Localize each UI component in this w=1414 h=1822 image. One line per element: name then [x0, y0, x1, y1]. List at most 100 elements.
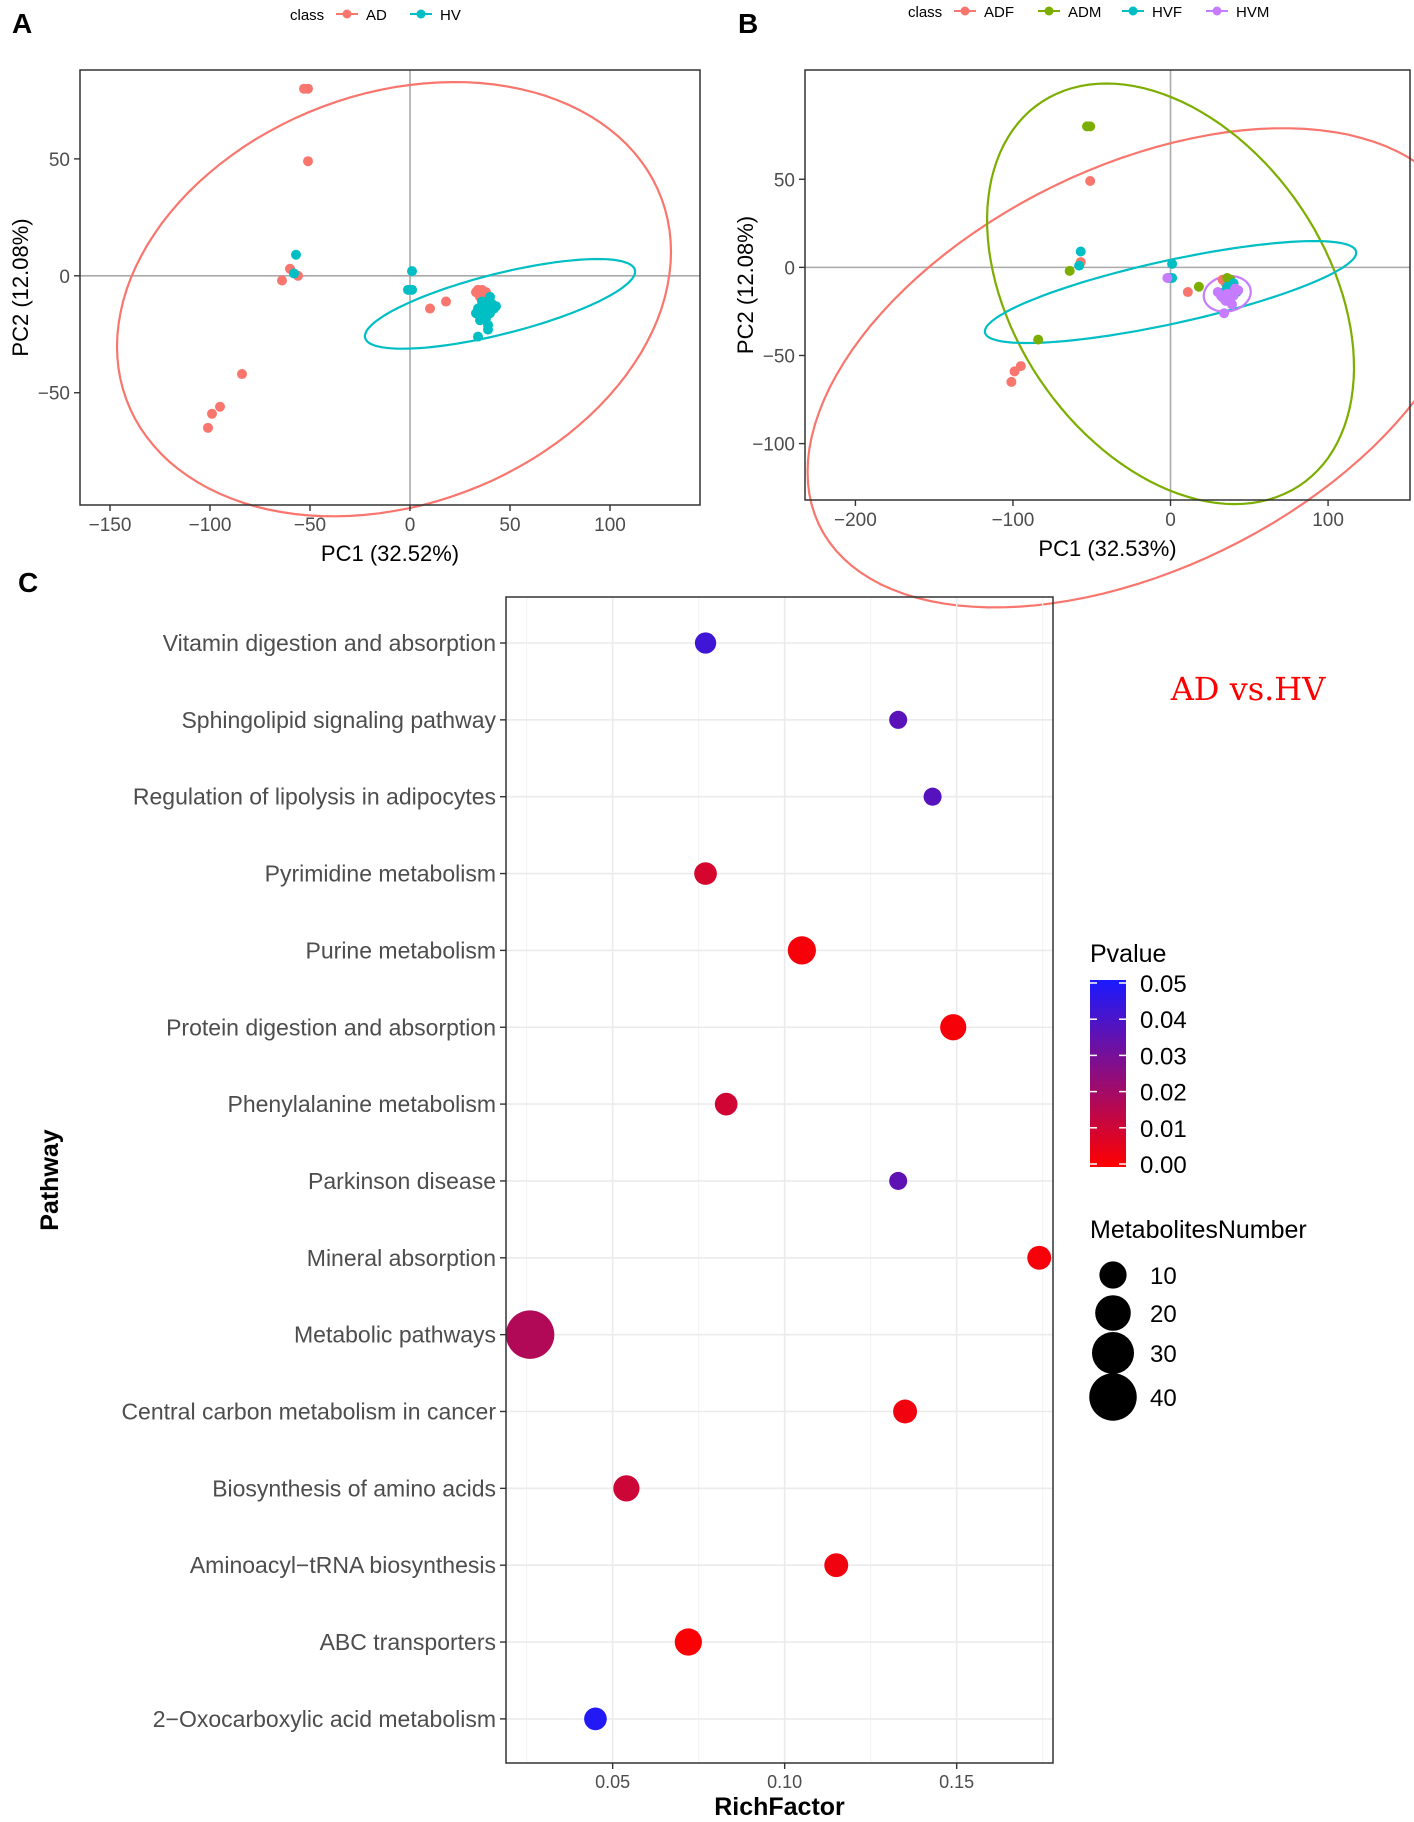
panel-a-legend-label: AD: [366, 7, 387, 24]
pvalue-legend-title: Pvalue: [1090, 940, 1166, 968]
panel-b-point-adf: [1006, 376, 1017, 387]
panel-a-y-tick-label: 50: [49, 150, 70, 171]
panel-b-point-hvm: [1233, 285, 1244, 296]
panel-b-y-axis-title: PC2 (12.08%): [733, 216, 758, 354]
panel-a-point-ad: [207, 408, 217, 419]
panel-c-pathway-label: Pyrimidine metabolism: [265, 861, 496, 887]
panel-label-c: C: [18, 567, 38, 598]
panel-a-point-ad: [277, 275, 287, 286]
panel-c-x-axis-title: RichFactor: [714, 1793, 845, 1821]
panel-c-x-tick-label: 0.05: [595, 1772, 630, 1792]
panel-b-legend-label: HVF: [1152, 4, 1182, 21]
panel-c-pathway-label: Aminoacyl−tRNA biosynthesis: [190, 1552, 496, 1578]
size-legend-key: [1099, 1261, 1127, 1289]
panel-c-bubble: [893, 1399, 918, 1424]
panel-a-x-tick-label: −50: [294, 515, 326, 536]
panel-a-point-ad: [441, 296, 451, 307]
panel-c-bubble: [694, 862, 717, 885]
panel-c-pathway-label: Phenylalanine metabolism: [228, 1091, 497, 1117]
panel-c-x-tick-label: 0.10: [767, 1772, 802, 1792]
panel-c-bubble: [889, 1171, 908, 1190]
panel-a-point-hv: [473, 331, 483, 342]
panel-a-x-axis-title: PC1 (32.52%): [321, 541, 459, 566]
panel-a-frame: [79, 69, 701, 506]
panel-a-ellipse-ad: [115, 80, 673, 518]
panel-b-point-hvf: [1075, 246, 1086, 257]
panel-c-pathway-label: Purine metabolism: [306, 937, 496, 963]
panel-b-legend-key-dot: [960, 6, 970, 16]
panel-b-legend-label: ADM: [1068, 4, 1101, 21]
panel-c-pathway-label: 2−Oxocarboxylic acid metabolism: [153, 1706, 496, 1732]
panel-c-bubble: [584, 1707, 607, 1731]
panel-b-point-adf: [1085, 176, 1096, 187]
panel-b-ellipse-adm: [985, 82, 1356, 506]
panel-a-legend-key-dot: [416, 9, 426, 19]
panel-a-y-tick-label: −50: [38, 384, 70, 405]
panel-b-point-hvm: [1226, 299, 1237, 310]
panel-b-x-tick-label: −100: [992, 510, 1035, 531]
panel-a-point-ad: [425, 303, 435, 314]
panel-a-x-tick-label: 0: [405, 515, 416, 536]
panel-a-x-tick-label: −150: [89, 515, 132, 536]
panel-a-legend-key-dot: [342, 9, 352, 19]
panel-b-point-hvm: [1217, 292, 1228, 303]
panel-c-y-axis-title: Pathway: [36, 1129, 64, 1231]
panel-c-pathway-label: Metabolic pathways: [294, 1322, 496, 1348]
panel-c-bubble: [694, 632, 717, 654]
panel-b-point-hvf: [1167, 258, 1178, 269]
panel-c-bubble: [674, 1628, 702, 1656]
panel-c-bubble: [787, 936, 816, 965]
panel-c-bubble: [889, 710, 908, 729]
panel-a-point-hv: [491, 301, 501, 312]
panel-c-frame: [505, 596, 1054, 1764]
panel-c-annotation: AD vs.HV: [1170, 670, 1327, 708]
panel-a-ellipse-hv: [363, 257, 637, 350]
panel-c-pathway-label: ABC transporters: [320, 1629, 496, 1655]
panel-b-y-tick-label: 50: [774, 170, 795, 191]
panel-b-x-tick-label: −200: [834, 510, 877, 531]
pvalue-legend-label: 0.02: [1140, 1080, 1187, 1107]
panel-b-x-axis-title: PC1 (32.53%): [1038, 536, 1176, 561]
size-legend-label: 10: [1150, 1263, 1177, 1290]
panel-b-point-hvm: [1162, 272, 1173, 283]
panel-c-pathway-label: Mineral absorption: [307, 1245, 496, 1271]
panel-a-x-tick-label: −100: [189, 515, 232, 536]
panel-b-legend-label: ADF: [984, 4, 1014, 21]
size-legend-key: [1091, 1331, 1135, 1375]
panel-b-legend-label: HVM: [1236, 4, 1269, 21]
panel-a-x-tick-label: 50: [499, 515, 520, 536]
panel-a-y-axis-title: PC2 (12.08%): [8, 218, 33, 356]
panel-a-x-tick-label: 100: [594, 515, 626, 536]
panel-a-point-hv: [483, 324, 493, 335]
panel-b-legend-key-dot: [1212, 6, 1222, 16]
panel-b-frame: [804, 69, 1411, 501]
size-legend-title: MetabolitesNumber: [1090, 1216, 1307, 1244]
panel-b-legend-key-dot: [1044, 6, 1054, 16]
panel-b-point-hvf: [1074, 260, 1085, 271]
panel-a-point-hv: [289, 268, 299, 279]
panel-c-pathway-label: Protein digestion and absorption: [166, 1014, 496, 1040]
size-legend-key: [1095, 1295, 1131, 1331]
panel-b-x-tick-label: 100: [1312, 510, 1344, 531]
panel-b-x-tick-label: 0: [1165, 510, 1176, 531]
panel-c-bubble: [940, 1014, 967, 1041]
panel-a-point-hv: [407, 284, 417, 295]
panel-b-point-adm: [1064, 265, 1075, 276]
panel-c-pathway-label: Biosynthesis of amino acids: [212, 1475, 496, 1501]
panel-a-legend-label: HV: [440, 7, 461, 24]
panel-b-y-tick-label: −50: [763, 346, 795, 367]
panel-c-bubble: [613, 1475, 640, 1502]
panel-a-point-ad: [215, 401, 225, 412]
panel-b-legend-title: class: [908, 4, 942, 21]
size-legend-label: 30: [1150, 1341, 1177, 1368]
pvalue-legend-label: 0.01: [1140, 1116, 1187, 1143]
panel-a-point-ad: [203, 422, 213, 433]
panel-b-legend-key-dot: [1128, 6, 1138, 16]
panel-a-point-hv: [481, 312, 491, 323]
panel-a-point-ad: [299, 83, 309, 94]
panel-b-ellipse-hvf: [983, 240, 1358, 345]
panel-c-bubble: [1027, 1245, 1052, 1270]
panel-label-b: B: [738, 8, 758, 39]
panel-a-point-hv: [485, 291, 495, 302]
